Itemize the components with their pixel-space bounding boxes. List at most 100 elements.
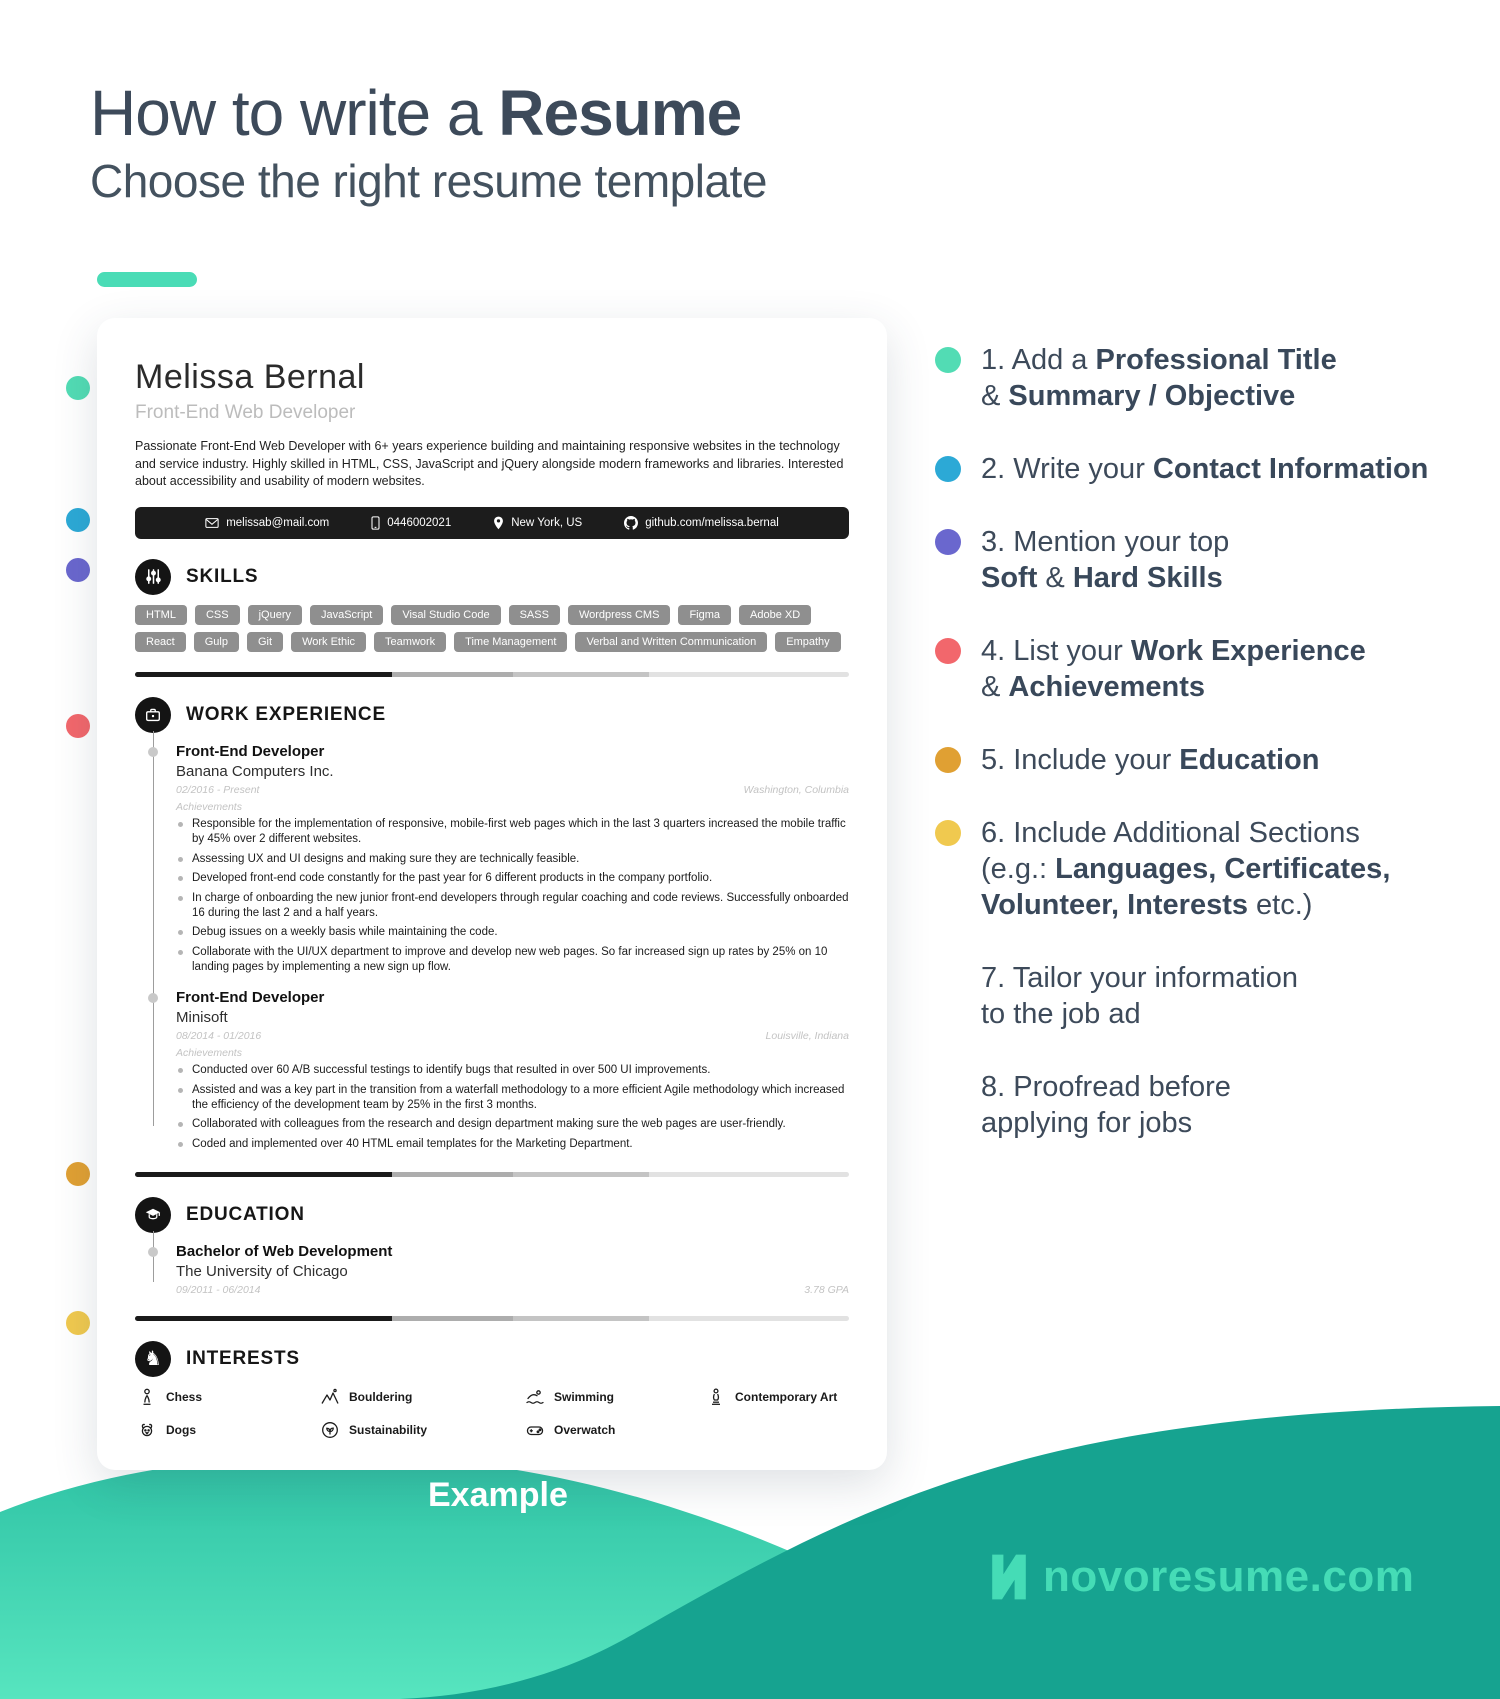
contact-item: melissab@mail.com	[205, 517, 329, 529]
skill-pill: jQuery	[247, 604, 302, 625]
education-heading: EDUCATION	[186, 1203, 305, 1225]
section-divider	[135, 1171, 849, 1177]
interest-label: Bouldering	[349, 1389, 413, 1404]
job-title: Front-End Developer	[176, 742, 325, 760]
step-text: 1. Add a Professional Title & Summary / O…	[981, 342, 1337, 414]
brand-text: novoresume.com	[1043, 1552, 1415, 1601]
sustainability-icon	[320, 1420, 340, 1440]
location-icon	[493, 516, 504, 530]
skills-heading: SKILLS	[186, 565, 259, 587]
step-line: applying for jobs	[981, 1107, 1193, 1139]
achievements-label: Achievements	[176, 1046, 242, 1059]
section-divider	[135, 671, 849, 677]
contemporary-art-icon	[706, 1387, 726, 1407]
contact-item: 0446002021	[371, 515, 451, 530]
page-subtitle: Choose the right resume template	[90, 155, 767, 208]
interest-label: Overwatch	[554, 1422, 616, 1437]
achievement-item: Collaborate with the UI/UX department to…	[176, 945, 849, 975]
step-line: 6. Include Additional Sections	[981, 817, 1360, 849]
interest-item: Swimming	[525, 1387, 706, 1407]
chess-icon	[137, 1387, 157, 1407]
page-header: How to write a Resume Choose the right r…	[90, 78, 767, 208]
skill-pill: Visal Studio Code	[391, 604, 501, 625]
interest-item: Overwatch	[525, 1420, 706, 1440]
achievement-item: Responsible for the implementation of re…	[176, 817, 849, 847]
job-meta: 02/2016 - Present Washington, Columbia	[176, 784, 849, 796]
phone-icon	[371, 515, 380, 530]
bouldering-icon	[320, 1387, 340, 1407]
step-item: 6. Include Additional Sections (e.g.: Lan…	[935, 815, 1480, 923]
job-company: Banana Computers Inc.	[176, 762, 334, 780]
skill-pill-list: HTML CSS jQuery JavaScript Visal Studio Code…	[135, 604, 849, 652]
step-line: (e.g.: Languages, Certificates,	[981, 853, 1391, 885]
step-line: 3. Mention your top	[981, 526, 1230, 558]
interests-section-header: ♞ INTERESTS	[135, 1340, 849, 1377]
resume-role: Front-End Web Developer	[135, 402, 356, 423]
step-line: & Achievements	[981, 671, 1206, 703]
achievement-item: In charge of onboarding the new junior f…	[176, 891, 849, 921]
school: The University of Chicago	[176, 1262, 348, 1280]
skill-pill: Work Ethic	[291, 631, 367, 652]
steps-list: 1. Add a Professional Title & Summary / O…	[935, 342, 1480, 1178]
work-entries: Front-End Developer Banana Computers Inc.…	[148, 730, 849, 1152]
interest-item: Bouldering	[320, 1387, 525, 1407]
step-line: 1. Add a Professional Title	[981, 344, 1337, 376]
overwatch-icon	[525, 1420, 545, 1440]
step-dot	[935, 638, 961, 664]
step-text: 5. Include your Education	[981, 742, 1319, 778]
step-dot	[935, 456, 961, 482]
step-item: 5. Include your Education	[935, 742, 1480, 778]
interest-label: Contemporary Art	[735, 1389, 838, 1404]
step-text: 3. Mention your top Soft & Hard Skills	[981, 524, 1229, 596]
interest-item: Contemporary Art	[706, 1387, 849, 1407]
interest-item: Dogs	[137, 1420, 320, 1440]
graduation-cap-icon	[135, 1196, 171, 1233]
job-company: Minisoft	[176, 1008, 228, 1026]
job-dates: 02/2016 - Present	[176, 783, 260, 796]
achievements-label: Achievements	[176, 800, 242, 813]
dot-professional-title	[66, 376, 90, 400]
skills-section-header: SKILLS	[135, 558, 849, 595]
skill-pill: Adobe XD	[739, 604, 812, 625]
skill-pill: JavaScript	[309, 604, 384, 625]
achievement-item: Developed front-end code constantly for …	[176, 871, 849, 886]
contact-item: github.com/melissa.bernal	[624, 515, 779, 530]
step-line: 4. List your Work Experience	[981, 635, 1366, 667]
skill-pill: SASS	[508, 604, 560, 625]
interests-grid: Chess Bouldering Swimming Contemporary Art D…	[137, 1387, 849, 1440]
chess-knight-icon: ♞	[135, 1340, 171, 1377]
dot-skills	[66, 558, 90, 582]
step-item: 8. Proofread before applying for jobs	[935, 1069, 1480, 1141]
education-section-header: EDUCATION	[135, 1196, 849, 1233]
dark-wave	[400, 1406, 1500, 1699]
degree: Bachelor of Web Development	[176, 1242, 393, 1260]
skill-pill: Wordpress CMS	[567, 604, 671, 625]
dot-contact-info	[66, 508, 90, 532]
interest-label: Swimming	[554, 1389, 615, 1404]
footer-waves	[0, 1406, 1500, 1699]
interest-label: Sustainability	[349, 1422, 428, 1437]
skill-pill: Teamwork	[374, 631, 447, 652]
job-dates: 08/2014 - 01/2016	[176, 1029, 262, 1042]
step-line: Volunteer, Interests etc.)	[981, 889, 1313, 921]
dogs-icon	[137, 1420, 157, 1440]
step-item: 1. Add a Professional Title & Summary / O…	[935, 342, 1480, 414]
achievement-item: Conducted over 60 A/B successful testing…	[176, 1063, 849, 1078]
contact-text: github.com/melissa.bernal	[645, 516, 779, 529]
step-dot	[935, 347, 961, 373]
job-title: Front-End Developer	[176, 988, 325, 1006]
job-location: Washington, Columbia	[743, 783, 849, 796]
job-meta: 08/2014 - 01/2016 Louisville, Indiana	[176, 1030, 849, 1042]
step-line: 2. Write your Contact Information	[981, 453, 1429, 485]
step-line: Soft & Hard Skills	[981, 562, 1223, 594]
education-gpa: 3.78 GPA	[804, 1283, 849, 1296]
interest-item: Sustainability	[320, 1420, 525, 1440]
achievement-item: Debug issues on a weekly basis while mai…	[176, 925, 849, 940]
novoresume-n-icon	[992, 1554, 1026, 1600]
education-entry: Bachelor of Web Development The Universi…	[148, 1242, 849, 1296]
example-label: Example	[428, 1476, 568, 1514]
github-icon	[624, 515, 639, 530]
step-dot	[935, 747, 961, 773]
contact-text: New York, US	[511, 516, 583, 529]
job-location: Louisville, Indiana	[765, 1029, 849, 1042]
